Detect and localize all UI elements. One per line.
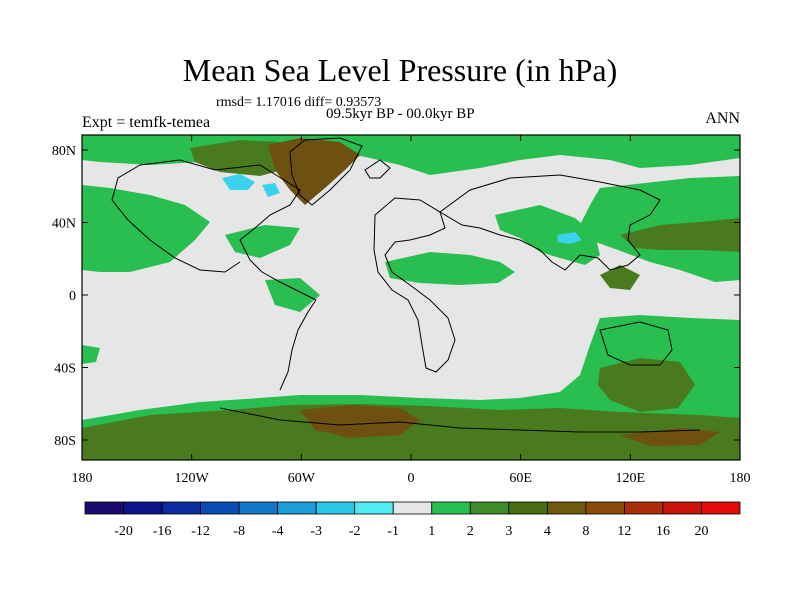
lat-tick-label: 0 [69,289,76,304]
colorbar-label: -1 [387,524,399,539]
colorbar-label: 4 [544,524,551,539]
colorbar-swatch [238,501,279,515]
colorbar-label: 2 [467,524,474,539]
colorbar-label: -12 [191,524,210,539]
coastlines [111,137,701,433]
longitude-axis: 180 120W 60W 0 60E 120E 180 [72,135,751,486]
colorbar-swatch [84,501,124,515]
lon-tick-label: 120E [616,471,646,486]
lat-tick-label: 40S [54,362,76,377]
colorbar-swatch [469,501,510,515]
colorbar-swatch [431,501,471,515]
page-title: Mean Sea Level Pressure (in hPa) [182,52,618,88]
colorbar-swatch [354,501,394,515]
positive-anomaly-3 [82,140,740,460]
lat-tick-label: 40N [52,217,76,232]
colorbar-swatch [123,501,163,515]
colorbar-label: -2 [349,524,361,539]
lon-tick-label: 180 [72,471,93,486]
colorbar-label: 12 [617,524,631,539]
colorbar-swatch [508,501,548,515]
lat-tick-label: 80S [54,434,76,449]
colorbar-label: -4 [272,524,284,539]
colorbar-label: 16 [656,524,670,539]
negative-anomaly-2 [222,174,582,244]
colorbar-label: -8 [233,524,245,539]
colorbar-label: -3 [310,524,322,539]
experiment-label: Expt = temfk-temea [82,114,211,131]
colorbar-label: 1 [428,524,435,539]
colorbar-swatch [200,501,240,515]
colorbar-swatch [624,501,664,515]
stats-line: rmsd= 1.17016 diff= 0.93573 [216,95,382,110]
positive-anomaly-4 [268,138,720,446]
colorbar-swatch [161,501,201,515]
colorbar-label: -20 [114,524,133,539]
colorbar-swatch [662,501,702,515]
anomaly-field [82,135,740,460]
lon-tick-label: 60E [509,471,532,486]
colorbar-label: -16 [153,524,172,539]
colorbar-swatch [701,501,741,515]
colorbar-swatch [315,501,356,515]
colorbar-label: 20 [694,524,708,539]
lon-tick-label: 180 [730,471,751,486]
colorbar: -20 -16 -12 -8 -4 -3 -2 -1 1 2 3 4 8 12 16 20 [84,501,741,539]
colorbar-label: 8 [582,524,589,539]
lat-tick-label: 80N [52,144,76,159]
latitude-axis: 80N 40N 0 40S 80S [52,144,740,449]
period-label: 09.5kyr BP - 00.0kyr BP [326,106,475,122]
lon-tick-label: 0 [408,471,415,486]
colorbar-swatch [392,501,433,515]
colorbar-swatch [277,501,317,515]
colorbar-swatch [546,501,587,515]
lon-tick-label: 120W [175,471,210,486]
season-label: ANN [705,110,740,127]
lon-tick-label: 60W [288,471,316,486]
colorbar-swatch [585,501,625,515]
colorbar-label: 3 [505,524,512,539]
